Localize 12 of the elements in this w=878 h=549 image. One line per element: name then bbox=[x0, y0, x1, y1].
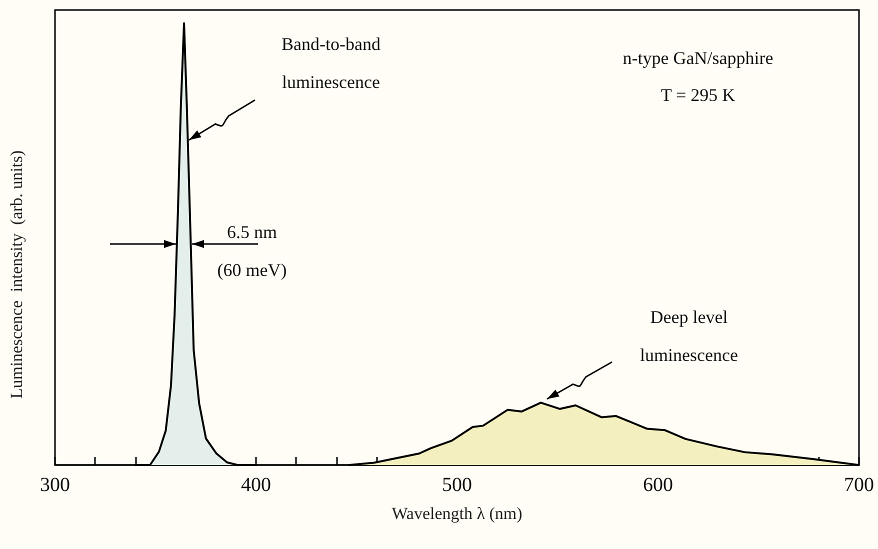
x-tick-label: 400 bbox=[241, 474, 271, 496]
x-tick-label: 700 bbox=[844, 474, 874, 496]
x-tick-label: 600 bbox=[643, 474, 673, 496]
annotation: Band-to-band luminescence bbox=[282, 34, 380, 92]
annotation: T = 295 K bbox=[660, 85, 736, 105]
annotation: 6.5 nm (60 meV) bbox=[217, 222, 287, 280]
annotation: Deep level luminescence bbox=[640, 307, 738, 365]
x-tick-label: 300 bbox=[40, 474, 70, 496]
annotation: n-type GaN/sapphire bbox=[622, 48, 774, 68]
x-axis-title: Wavelength λ (nm) bbox=[392, 504, 522, 523]
y-axis-title: Luminescence intensity (arb. units) bbox=[7, 150, 26, 399]
x-tick-label: 500 bbox=[442, 474, 472, 496]
